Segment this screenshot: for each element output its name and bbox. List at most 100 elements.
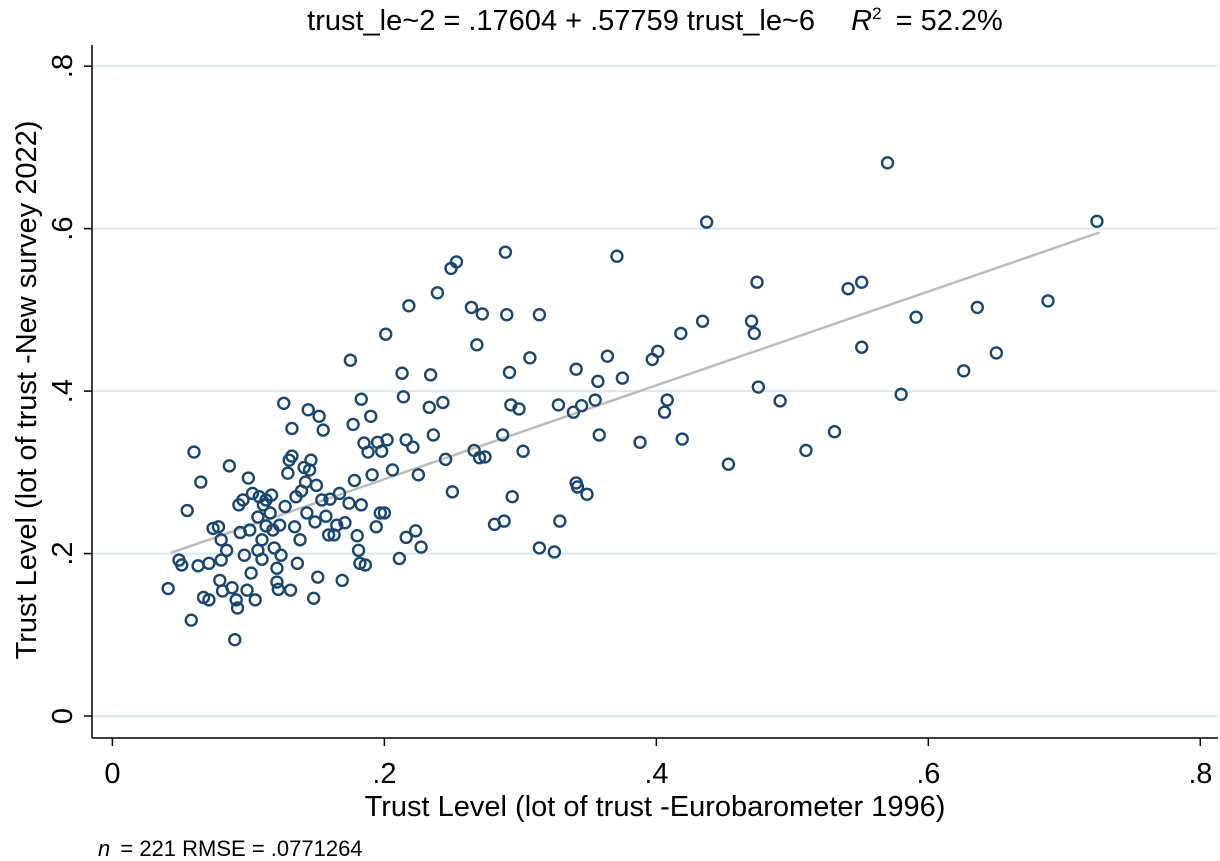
fit-line xyxy=(170,231,1101,555)
point xyxy=(855,340,869,354)
point xyxy=(350,529,364,543)
point xyxy=(354,498,368,512)
point xyxy=(523,351,537,365)
point xyxy=(347,473,362,488)
point xyxy=(300,506,314,520)
point xyxy=(311,570,325,584)
point xyxy=(255,533,269,547)
point xyxy=(264,488,279,502)
point xyxy=(747,326,761,341)
point xyxy=(841,282,855,296)
point xyxy=(721,457,736,471)
point xyxy=(244,566,258,580)
point xyxy=(827,425,842,439)
point xyxy=(566,405,581,419)
point xyxy=(532,541,547,555)
point xyxy=(361,445,375,459)
point xyxy=(346,417,360,432)
y-tick-label: .2 xyxy=(47,541,79,565)
point xyxy=(751,380,766,394)
footnote-n: n xyxy=(98,836,110,861)
point xyxy=(241,471,256,485)
point xyxy=(369,520,383,534)
point xyxy=(263,506,277,520)
point xyxy=(255,552,269,566)
point xyxy=(497,514,511,528)
point xyxy=(855,275,869,289)
point xyxy=(338,516,352,530)
point xyxy=(229,593,243,607)
point xyxy=(374,444,389,458)
point xyxy=(319,509,333,523)
point xyxy=(909,310,923,324)
point xyxy=(306,591,321,605)
point xyxy=(588,393,602,407)
point xyxy=(600,349,615,363)
point xyxy=(321,528,336,542)
point xyxy=(219,543,234,558)
point xyxy=(505,490,519,504)
point xyxy=(228,632,242,647)
y-axis-label: Trust Level (lot of trust -New survey 20… xyxy=(11,121,43,660)
point xyxy=(500,308,514,322)
point xyxy=(423,368,438,382)
point xyxy=(283,583,298,597)
point xyxy=(245,486,260,501)
point xyxy=(402,299,416,313)
point xyxy=(180,503,194,518)
chart-title: trust_le~2 = .17604 + .57759 trust_le~6 … xyxy=(307,0,1003,37)
point xyxy=(251,510,265,524)
point xyxy=(591,374,605,389)
point xyxy=(274,548,288,562)
point xyxy=(464,300,479,315)
point xyxy=(610,249,624,263)
point xyxy=(259,519,273,533)
point xyxy=(364,409,378,423)
point xyxy=(271,582,286,597)
point xyxy=(222,459,237,473)
point xyxy=(660,393,674,407)
point xyxy=(392,551,407,566)
point xyxy=(799,443,813,458)
point xyxy=(695,314,710,328)
point xyxy=(358,558,373,572)
point xyxy=(1090,214,1104,228)
point xyxy=(323,492,337,506)
x-tick-label: 0 xyxy=(104,758,120,790)
point xyxy=(194,475,208,489)
x-tick-label: .2 xyxy=(372,758,396,790)
point xyxy=(657,405,672,419)
title-equation: trust_le~2 = .17604 + .57759 trust_le~6 xyxy=(307,5,815,37)
point xyxy=(211,520,226,534)
point xyxy=(365,468,379,482)
point xyxy=(470,338,484,352)
point xyxy=(230,601,245,615)
point xyxy=(267,541,281,555)
point xyxy=(436,395,450,410)
point xyxy=(570,480,585,494)
x-tick-label: .8 xyxy=(1188,758,1212,790)
point xyxy=(301,403,315,417)
point xyxy=(214,533,228,547)
point xyxy=(287,520,302,534)
point xyxy=(1041,294,1055,308)
x-tick-label: .4 xyxy=(644,758,668,790)
point xyxy=(956,364,971,378)
point xyxy=(187,445,201,459)
point xyxy=(308,515,322,529)
point xyxy=(880,156,895,170)
point xyxy=(674,326,688,341)
point xyxy=(377,506,392,520)
point xyxy=(744,314,759,328)
point xyxy=(237,548,252,562)
point xyxy=(214,553,228,567)
point xyxy=(330,518,344,532)
point xyxy=(343,353,358,367)
y-tick-label: .8 xyxy=(47,54,79,78)
point xyxy=(332,486,347,501)
point xyxy=(651,344,665,358)
point xyxy=(399,530,413,545)
point xyxy=(236,493,250,507)
title-r-symbol: R xyxy=(851,5,872,37)
